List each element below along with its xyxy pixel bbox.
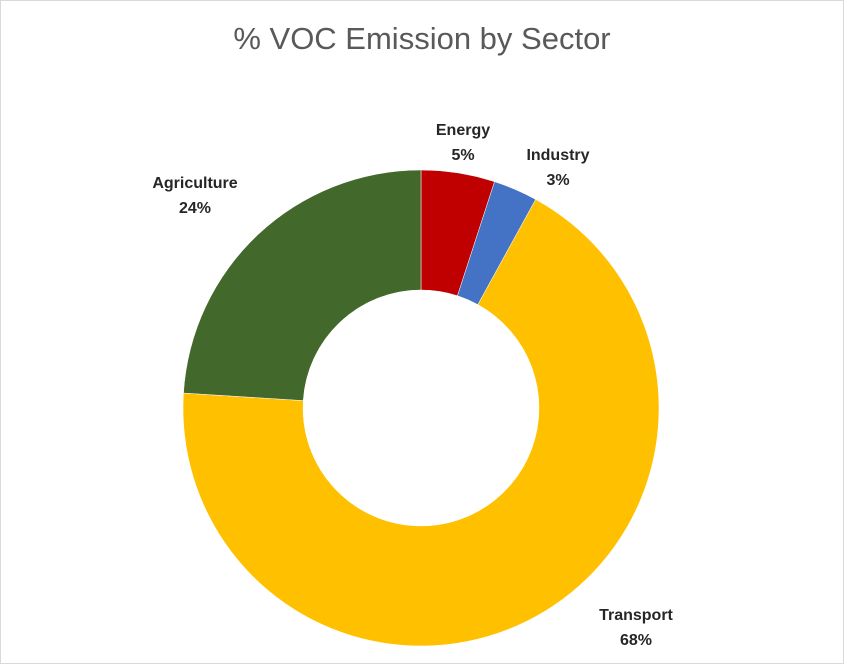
data-label-industry-value: 3% xyxy=(546,172,569,189)
data-label-transport-value: 68% xyxy=(620,632,652,649)
slices-layer xyxy=(182,169,660,647)
data-label-agriculture-category: Agriculture xyxy=(152,175,237,192)
labels-layer: Energy 5% Industry 3% Transport 68% Agricultur… xyxy=(152,122,673,649)
chart-title: % VOC Emission by Sector xyxy=(233,21,611,56)
slice-agriculture xyxy=(183,169,422,401)
data-label-energy-value: 5% xyxy=(451,147,474,164)
data-label-agriculture-value: 24% xyxy=(179,200,211,217)
data-label-transport-category: Transport xyxy=(599,607,673,624)
data-label-industry-category: Industry xyxy=(526,147,589,164)
slice-transport xyxy=(182,199,660,647)
data-label-energy-category: Energy xyxy=(436,122,490,139)
